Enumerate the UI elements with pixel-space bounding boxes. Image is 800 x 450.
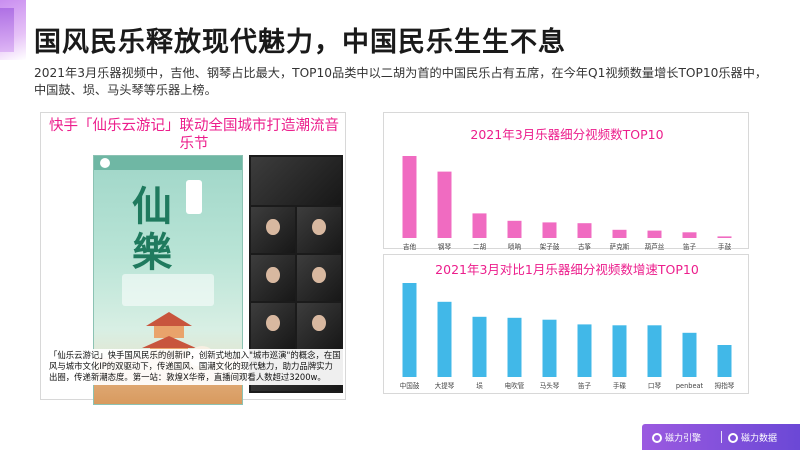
bar-手鼓 [717,236,732,238]
bar-马头琴 [542,319,557,377]
category-label: 大提琴 [435,381,455,390]
bar-葫芦丝 [647,230,662,238]
category-label: 口琴 [648,382,662,390]
category-label: 钢琴 [438,243,452,250]
case-study-title: 快手「仙乐云游记」联动全国城市打造潮流音乐节 [49,118,339,152]
bar-电吹管 [507,317,522,377]
bar-penbeat [682,332,697,377]
bar-笛子 [682,232,697,238]
category-label: 埙 [476,381,483,390]
bar-大提琴 [437,301,452,377]
bar-笛子 [577,324,592,377]
bar-拇指琴 [717,345,732,377]
footer-divider [721,431,722,443]
category-label: 架子鼓 [540,242,560,250]
bar-手碟 [612,325,627,377]
growth-rate-chart-panel: 2021年3月对比1月乐器细分视频数增速TOP10 中国鼓 大提琴 埙 电吹管 马头琴 笛子… [383,254,749,394]
poster-info-band [122,274,214,306]
bar-二胡 [472,213,487,238]
category-label: 二胡 [473,242,487,250]
category-label: 葫芦丝 [645,242,665,250]
bar-萨克斯 [612,229,627,238]
brand-logo-icon [728,432,738,443]
bar-埙 [472,316,487,377]
category-label: 手鼓 [718,242,732,250]
performer-photo [251,207,295,253]
video-count-chart: 2021年3月乐器细分视频数TOP10 吉他 钢琴 二胡 唢呐 架子鼓 古筝 萨克斯 葫芦丝 笛子… [402,127,732,250]
bar-钢琴 [437,171,452,238]
chart-title: 2021年3月对比1月乐器细分视频数增速TOP10 [435,262,699,277]
bar-唢呐 [507,220,522,238]
bar-架子鼓 [542,222,557,238]
category-label: 笛子 [683,242,697,250]
poster-char-yue: 樂 [132,229,172,276]
category-label: 古筝 [578,242,592,250]
category-label: 中国鼓 [400,381,420,390]
category-label: 马头琴 [540,381,560,390]
music-festival-poster: 仙 樂 [93,155,243,405]
brand-left: 磁力引擎 [652,431,701,444]
poster-seal-tag [186,180,202,214]
bar-口琴 [647,325,662,377]
performer-photo [251,303,295,349]
page-title: 国风民乐释放现代魅力，中国民乐生生不息 [34,27,566,58]
performer-photo [297,303,341,349]
bar-古筝 [577,223,592,238]
category-label: 唢呐 [508,242,522,250]
category-label: 吉他 [403,242,417,250]
category-label: 电吹管 [505,381,525,390]
poster-char-xian: 仙 [132,183,172,230]
performer-photo [297,255,341,301]
brand-right-label: 磁力数据 [741,434,778,444]
page-subtitle: 2021年3月乐器视频中，吉他、钢琴占比最大，TOP10品类中以二胡为首的中国民… [34,66,768,97]
case-study-caption: 「仙乐云游记」快手国风民乐的创新IP，创新式地加入"城市巡演"的概念，在国风与城… [47,349,343,385]
bar-吉他 [402,156,417,238]
footer-brand-bar: 磁力引擎 磁力数据 [642,424,800,450]
poster-header-bar [94,156,242,170]
category-label: 手碟 [613,381,627,390]
bar-中国鼓 [402,283,417,377]
video-count-chart-panel: 2021年3月乐器细分视频数TOP10 吉他 钢琴 二胡 唢呐 架子鼓 古筝 萨克斯 葫芦丝 笛子… [383,112,749,250]
performer-photo [297,207,341,253]
stage-photo [251,157,341,205]
kuaishou-logo-icon [100,158,110,168]
brand-logo-icon [652,432,662,443]
category-label: penbeat [676,382,704,390]
performer-photo [251,255,295,301]
category-label: 萨克斯 [610,242,630,250]
brand-right: 磁力数据 [728,431,777,444]
category-label: 笛子 [578,381,592,390]
category-label: 拇指琴 [715,381,735,390]
case-study-panel: 快手「仙乐云游记」联动全国城市打造潮流音乐节 仙 樂 「仙乐云游记」快手国风民乐… [40,112,346,405]
growth-rate-chart: 2021年3月对比1月乐器细分视频数增速TOP10 中国鼓 大提琴 埙 电吹管 马头琴 笛子… [400,262,735,390]
chart-title: 2021年3月乐器细分视频数TOP10 [470,127,663,142]
corner-decoration-stripe [0,8,14,52]
brand-left-label: 磁力引擎 [665,434,702,444]
